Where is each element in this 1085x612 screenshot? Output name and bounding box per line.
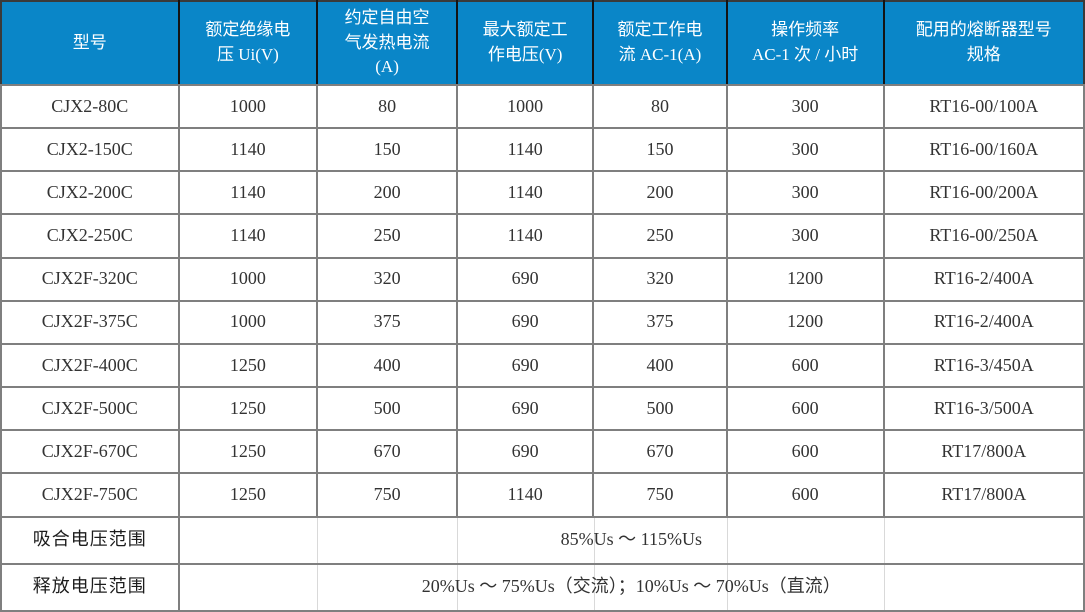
- cell-insulation-voltage: 1000: [177, 83, 319, 130]
- cell-operating-frequency: 300: [725, 127, 885, 173]
- release-voltage-label: 释放电压范围: [0, 562, 180, 612]
- cell-fuse-spec: RT16-00/160A: [882, 127, 1085, 173]
- cell-max-working-voltage: 690: [455, 299, 595, 345]
- cell-model: CJX2-250C: [0, 213, 180, 259]
- cell-max-working-voltage: 690: [455, 386, 595, 432]
- col-header-insulation-voltage: 额定绝缘电 压 Ui(V): [177, 1, 319, 86]
- cell-fuse-spec: RT16-2/400A: [882, 299, 1085, 345]
- cell-fuse-spec: RT16-00/100A: [882, 83, 1085, 130]
- cell-operating-frequency: 1200: [725, 256, 885, 302]
- cell-insulation-voltage: 1140: [177, 170, 319, 216]
- cell-working-current: 750: [592, 472, 728, 518]
- release-voltage-row: 释放电压范围 20%Us ～ 75%Us（交流）；10%Us ～ 70%Us（直…: [0, 562, 1085, 612]
- table-row: CJX2F-400C 1250 400 690 400 600 RT16-3/4…: [0, 342, 1085, 389]
- table-row: CJX2F-670C 1250 670 690 670 600 RT17/800…: [0, 429, 1085, 475]
- cell-thermal-current: 250: [316, 213, 458, 259]
- cell-fuse-spec: RT16-00/250A: [882, 213, 1085, 259]
- cell-operating-frequency: 300: [725, 83, 885, 130]
- cell-max-working-voltage: 690: [455, 342, 595, 389]
- col-header-max-working-voltage: 最大额定工 作电压(V): [455, 1, 595, 86]
- cell-thermal-current: 750: [316, 472, 458, 518]
- cell-working-current: 150: [592, 127, 728, 173]
- cell-thermal-current: 500: [316, 386, 458, 432]
- cell-insulation-voltage: 1250: [177, 429, 319, 475]
- col-header-operating-frequency: 操作频率 AC-1 次 / 小时: [725, 1, 885, 86]
- col-header-thermal-current: 约定自由空 气发热电流 (A): [316, 1, 458, 86]
- cell-operating-frequency: 600: [725, 342, 885, 389]
- cell-working-current: 500: [592, 386, 728, 432]
- table-row: CJX2-200C 1140 200 1140 200 300 RT16-00/…: [0, 170, 1085, 216]
- cell-max-working-voltage: 1140: [455, 472, 595, 518]
- cell-thermal-current: 400: [316, 342, 458, 389]
- table-body: CJX2-80C 1000 80 1000 80 300 RT16-00/100…: [0, 83, 1085, 612]
- cell-insulation-voltage: 1250: [177, 342, 319, 389]
- cell-fuse-spec: RT16-3/500A: [882, 386, 1085, 432]
- table-row: CJX2F-320C 1000 320 690 320 1200 RT16-2/…: [0, 256, 1085, 302]
- cell-max-working-voltage: 690: [455, 429, 595, 475]
- cell-operating-frequency: 600: [725, 386, 885, 432]
- cell-operating-frequency: 1200: [725, 299, 885, 345]
- cell-max-working-voltage: 1140: [455, 213, 595, 259]
- pickup-voltage-label: 吸合电压范围: [0, 515, 180, 565]
- cell-insulation-voltage: 1250: [177, 472, 319, 518]
- table-row: CJX2F-500C 1250 500 690 500 600 RT16-3/5…: [0, 386, 1085, 432]
- cell-working-current: 320: [592, 256, 728, 302]
- cell-working-current: 400: [592, 342, 728, 389]
- cell-max-working-voltage: 1000: [455, 83, 595, 130]
- cell-model: CJX2-150C: [0, 127, 180, 173]
- cell-operating-frequency: 600: [725, 472, 885, 518]
- cell-thermal-current: 150: [316, 127, 458, 173]
- cell-thermal-current: 320: [316, 256, 458, 302]
- cell-model: CJX2F-375C: [0, 299, 180, 345]
- cell-operating-frequency: 600: [725, 429, 885, 475]
- table-row: CJX2-80C 1000 80 1000 80 300 RT16-00/100…: [0, 83, 1085, 130]
- header-row: 型号 额定绝缘电 压 Ui(V) 约定自由空 气发热电流 (A) 最大额定工 作…: [1, 1, 1084, 86]
- cell-max-working-voltage: 690: [455, 256, 595, 302]
- cell-working-current: 375: [592, 299, 728, 345]
- table-row: CJX2-250C 1140 250 1140 250 300 RT16-00/…: [0, 213, 1085, 259]
- cell-thermal-current: 80: [316, 83, 458, 130]
- cell-model: CJX2F-500C: [0, 386, 180, 432]
- cell-thermal-current: 200: [316, 170, 458, 216]
- cell-insulation-voltage: 1000: [177, 256, 319, 302]
- cell-fuse-spec: RT16-2/400A: [882, 256, 1085, 302]
- col-header-working-current: 额定工作电 流 AC-1(A): [592, 1, 728, 86]
- cell-max-working-voltage: 1140: [455, 170, 595, 216]
- cell-fuse-spec: RT17/800A: [882, 429, 1085, 475]
- cell-model: CJX2F-400C: [0, 342, 180, 389]
- release-voltage-value: 20%Us ～ 75%Us（交流）；10%Us ～ 70%Us（直流）: [177, 562, 1085, 612]
- table-header: 型号 额定绝缘电 压 Ui(V) 约定自由空 气发热电流 (A) 最大额定工 作…: [1, 1, 1084, 86]
- cell-insulation-voltage: 1140: [177, 127, 319, 173]
- cell-fuse-spec: RT16-00/200A: [882, 170, 1085, 216]
- cell-max-working-voltage: 1140: [455, 127, 595, 173]
- cell-thermal-current: 670: [316, 429, 458, 475]
- cell-working-current: 670: [592, 429, 728, 475]
- table-row: CJX2-150C 1140 150 1140 150 300 RT16-00/…: [0, 127, 1085, 173]
- cell-fuse-spec: RT16-3/450A: [882, 342, 1085, 389]
- cell-operating-frequency: 300: [725, 170, 885, 216]
- pickup-voltage-row: 吸合电压范围 85%Us ～ 115%Us: [0, 515, 1085, 565]
- cell-working-current: 250: [592, 213, 728, 259]
- cell-model: CJX2F-670C: [0, 429, 180, 475]
- cell-insulation-voltage: 1000: [177, 299, 319, 345]
- cell-operating-frequency: 300: [725, 213, 885, 259]
- col-header-model: 型号: [1, 1, 180, 86]
- cell-fuse-spec: RT17/800A: [882, 472, 1085, 518]
- table-row: CJX2F-750C 1250 750 1140 750 600 RT17/80…: [0, 472, 1085, 518]
- table-row: CJX2F-375C 1000 375 690 375 1200 RT16-2/…: [0, 299, 1085, 345]
- cell-model: CJX2-80C: [0, 83, 180, 130]
- cell-insulation-voltage: 1250: [177, 386, 319, 432]
- pickup-voltage-value: 85%Us ～ 115%Us: [177, 515, 1085, 565]
- cell-model: CJX2F-320C: [0, 256, 180, 302]
- cell-insulation-voltage: 1140: [177, 213, 319, 259]
- cell-model: CJX2-200C: [0, 170, 180, 216]
- cell-working-current: 80: [592, 83, 728, 130]
- cell-model: CJX2F-750C: [0, 472, 180, 518]
- cell-thermal-current: 375: [316, 299, 458, 345]
- cell-working-current: 200: [592, 170, 728, 216]
- col-header-fuse-spec: 配用的熔断器型号 规格: [882, 1, 1084, 86]
